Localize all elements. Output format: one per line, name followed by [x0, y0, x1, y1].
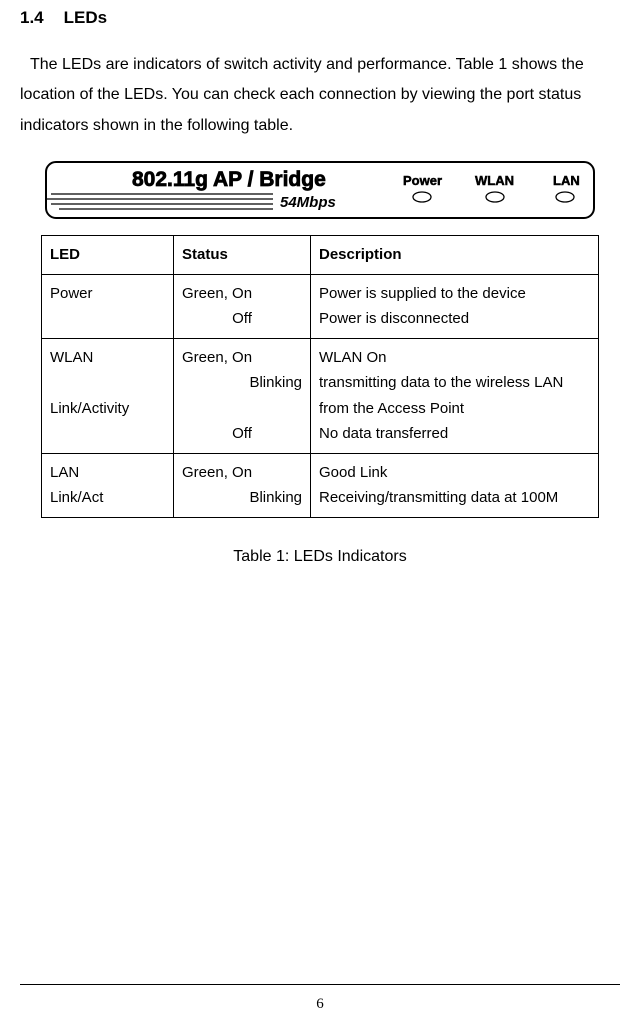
page-number: 6 — [0, 996, 640, 1013]
cell-status: Green, OnBlinking — [174, 453, 311, 517]
cell-status: Green, OnBlinking Off — [174, 338, 311, 453]
wlan-led-icon — [486, 192, 504, 202]
lan-led-icon — [556, 192, 574, 202]
th-led: LED — [42, 236, 174, 275]
panel-led-label-lan: LAN — [553, 173, 580, 188]
footer-divider — [20, 984, 620, 985]
table-row: PowerGreen, OnOffPower is supplied to th… — [42, 274, 599, 338]
cell-description: Good LinkReceiving/transmitting data at … — [311, 453, 599, 517]
th-description: Description — [311, 236, 599, 275]
led-table: LED Status Description PowerGreen, OnOff… — [41, 235, 599, 518]
table-row: LANLink/ActGreen, OnBlinkingGood LinkRec… — [42, 453, 599, 517]
panel-led-label-power: Power — [403, 173, 442, 188]
cell-description: WLAN Ontransmitting data to the wireless… — [311, 338, 599, 453]
th-status: Status — [174, 236, 311, 275]
power-led-icon — [413, 192, 431, 202]
intro-paragraph: The LEDs are indicators of switch activi… — [20, 50, 620, 141]
cell-status: Green, OnOff — [174, 274, 311, 338]
panel-led-label-wlan: WLAN — [475, 173, 514, 188]
cell-led: WLAN Link/Activity — [42, 338, 174, 453]
panel-subtitle: 54Mbps — [280, 194, 336, 211]
section-heading: 1.4 LEDs — [20, 8, 620, 28]
cell-description: Power is supplied to the devicePower is … — [311, 274, 599, 338]
table-caption: Table 1: LEDs Indicators — [20, 548, 620, 566]
device-panel-diagram: 802.11g AP / Bridge 802.11g AP / Bridge … — [45, 161, 595, 219]
cell-led: Power — [42, 274, 174, 338]
section-title: LEDs — [64, 8, 107, 27]
section-number: 1.4 — [20, 8, 44, 27]
svg-text:802.11g AP / Bridge: 802.11g AP / Bridge — [132, 168, 326, 191]
cell-led: LANLink/Act — [42, 453, 174, 517]
table-row: WLAN Link/ActivityGreen, OnBlinking OffW… — [42, 338, 599, 453]
